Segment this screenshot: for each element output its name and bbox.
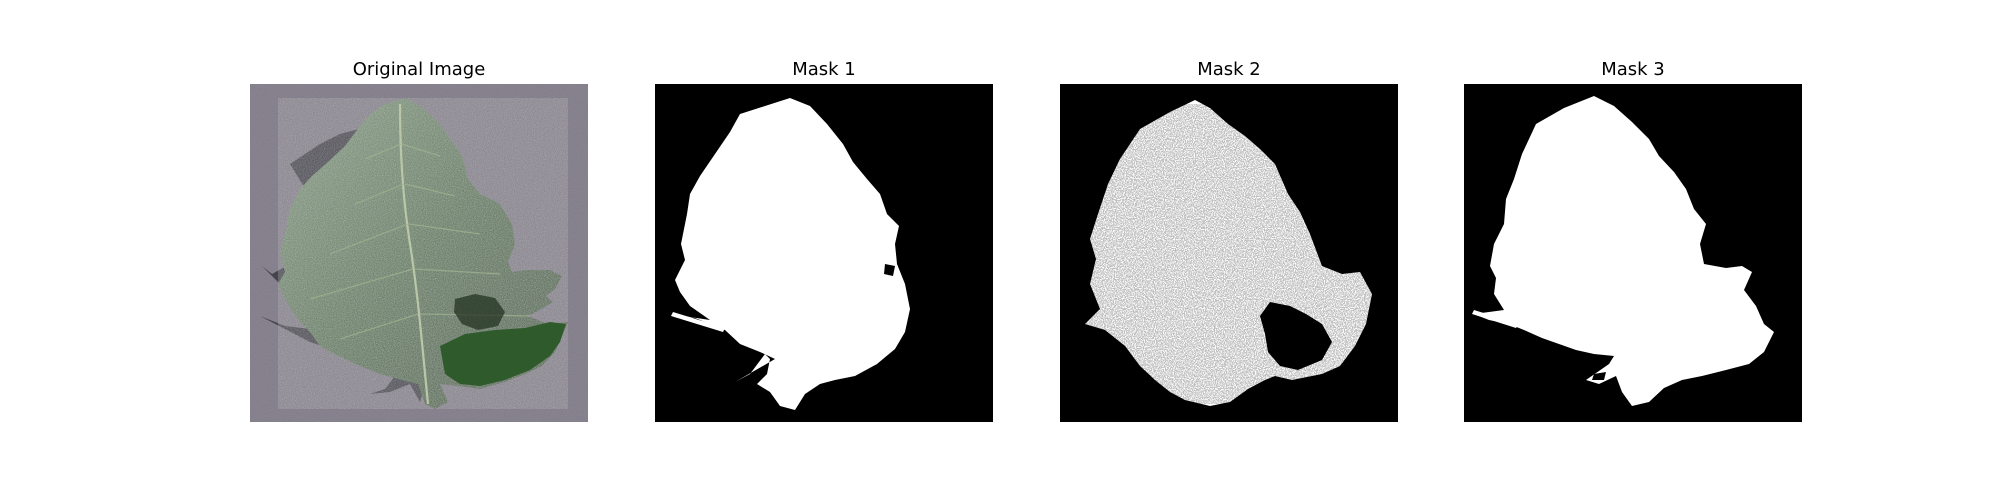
mask-1-image xyxy=(655,84,993,422)
mask-2-panel xyxy=(1060,84,1398,422)
leaf-midrib xyxy=(398,103,430,405)
mask-1-panel xyxy=(655,84,993,422)
mask-1-stem xyxy=(671,312,725,332)
mask-3-panel xyxy=(1464,84,1802,422)
panel-title-mask-2: Mask 2 xyxy=(1197,59,1261,80)
mask-3-stem xyxy=(1472,310,1519,328)
mask-1-foreground xyxy=(670,84,920,410)
mask-3-hole xyxy=(1592,372,1606,380)
mask-3-foreground xyxy=(1474,96,1774,406)
mask-1-hole xyxy=(884,264,895,276)
leaf-shadow-patch xyxy=(454,294,505,330)
mask-3-image xyxy=(1464,84,1802,422)
original-image-panel xyxy=(250,84,588,422)
mask-2-speckle xyxy=(1080,104,1380,404)
mask-2-image xyxy=(1060,84,1398,422)
original-image xyxy=(250,84,588,422)
panel-title-original: Original Image xyxy=(352,59,486,80)
panel-title-mask-1: Mask 1 xyxy=(792,59,856,80)
mask-1-notch xyxy=(915,264,930,274)
leaf-lower-lobe xyxy=(440,322,566,386)
panel-title-mask-3: Mask 3 xyxy=(1601,59,1665,80)
